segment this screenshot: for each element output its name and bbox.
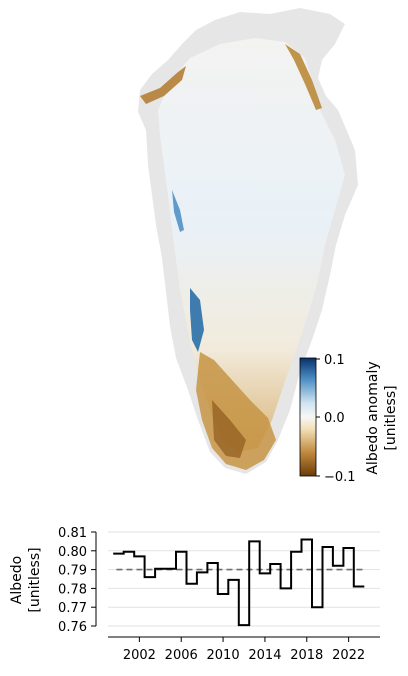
albedo-timeseries-chart: 0.81 0.80 0.79 0.78 0.77 0.76 2002 2006 2010 201… [9, 526, 380, 663]
colorbar-gradient [299, 357, 317, 477]
ice-sheet [158, 38, 345, 452]
greenland-map [138, 8, 358, 474]
x-tick-label: 2022 [332, 648, 365, 663]
y-ticks: 0.81 0.80 0.79 0.78 0.77 0.76 [58, 526, 96, 635]
y-tick-label: 0.80 [58, 545, 87, 560]
x-tick-label: 2014 [248, 648, 281, 663]
x-tick-label: 2018 [290, 648, 323, 663]
brown-margin-south-dark [212, 400, 246, 458]
colorbar-label-line2: [unitless] [383, 385, 399, 450]
colorbar-tick-label-top: 0.1 [324, 353, 345, 368]
y-tick-label: 0.79 [58, 564, 87, 579]
blue-margin-sw [190, 288, 204, 352]
y-tick-label: 0.77 [58, 601, 87, 616]
colorbar: 0.1 0.0 −0.1 Albedo anomaly [unitless] [299, 353, 399, 485]
colorbar-tick-label-bottom: −0.1 [324, 470, 356, 485]
y-tick-label: 0.81 [58, 526, 87, 541]
blue-margin-west [172, 190, 184, 232]
y-tick-label: 0.78 [58, 582, 87, 597]
colorbar-tick-label-mid: 0.0 [324, 411, 345, 426]
x-tick-label: 2010 [207, 648, 240, 663]
x-ticks: 2002 2006 2010 2014 2018 2022 [123, 637, 365, 663]
x-tick-label: 2006 [165, 648, 198, 663]
y-axis-label-line2: [unitless] [27, 547, 43, 612]
colorbar-label-line1: Albedo anomaly [365, 361, 381, 474]
albedo-series-step-line [113, 538, 365, 627]
grid-lines [108, 531, 380, 627]
dark-margin-ne [285, 44, 322, 110]
x-tick-label: 2002 [123, 648, 156, 663]
y-axis-label-line1: Albedo [9, 556, 25, 604]
dark-margin-nw [140, 66, 186, 104]
y-tick-label: 0.76 [58, 620, 87, 635]
